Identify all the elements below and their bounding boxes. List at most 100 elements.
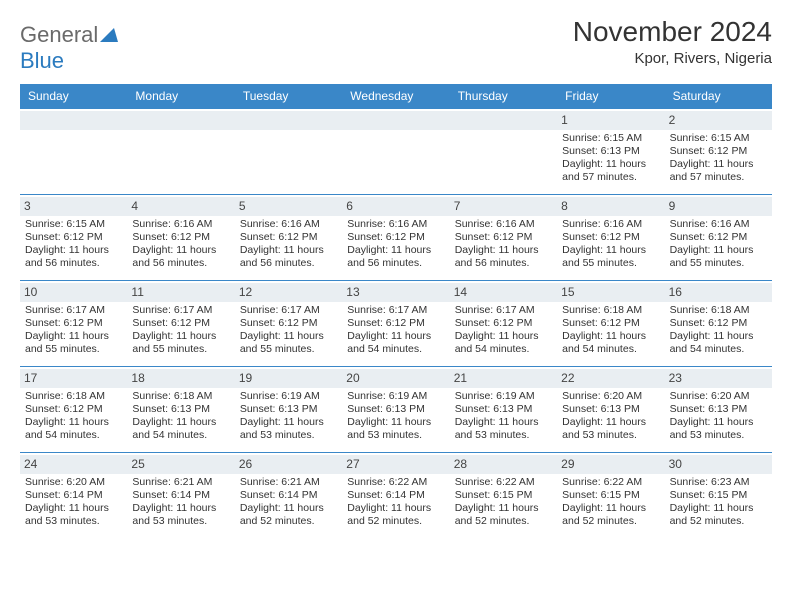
day-number: 2 — [665, 111, 772, 130]
day-info: Sunrise: 6:22 AMSunset: 6:14 PMDaylight:… — [346, 476, 445, 529]
day-info: Sunrise: 6:15 AMSunset: 6:12 PMDaylight:… — [24, 218, 123, 271]
sunrise-line: Sunrise: 6:17 AM — [25, 304, 122, 317]
sunset-line: Sunset: 6:12 PM — [240, 317, 337, 330]
calendar-cell: 8Sunrise: 6:16 AMSunset: 6:12 PMDaylight… — [557, 194, 664, 280]
calendar-cell: 29 Sunrise: 6:22 AMSunset: 6:15 PMDayligh… — [557, 452, 664, 538]
calendar-cell: 1Sunrise: 6:15 AMSunset: 6:13 PMDaylight… — [557, 108, 664, 194]
sunset-line: Sunset: 6:12 PM — [25, 231, 122, 244]
day-number: 7 — [450, 197, 557, 216]
sunrise-line: Sunrise: 6:20 AM — [25, 476, 122, 489]
sunrise-line: Sunrise: 6:22 AM — [455, 476, 552, 489]
day-info: Sunrise: 6:17 AMSunset: 6:12 PMDaylight:… — [346, 304, 445, 357]
calendar-cell: 7Sunrise: 6:16 AMSunset: 6:12 PMDaylight… — [450, 194, 557, 280]
daylight-line: Daylight: 11 hours and 55 minutes. — [670, 244, 767, 270]
sunrise-line: Sunrise: 6:16 AM — [132, 218, 229, 231]
calendar-cell: 20Sunrise: 6:19 AMSunset: 6:13 PMDayligh… — [342, 366, 449, 452]
calendar-body: 1Sunrise: 6:15 AMSunset: 6:13 PMDaylight… — [20, 108, 772, 538]
calendar-cell-empty — [342, 108, 449, 194]
sunset-line: Sunset: 6:12 PM — [132, 317, 229, 330]
calendar-page: GeneralBlue November 2024 Kpor, Rivers, … — [0, 0, 792, 548]
day-info: Sunrise: 6:21 AMSunset: 6:14 PMDaylight:… — [239, 476, 338, 529]
weekday-header: Friday — [557, 84, 664, 108]
daylight-line: Daylight: 11 hours and 54 minutes. — [455, 330, 552, 356]
day-number: 18 — [127, 369, 234, 388]
day-number-empty — [235, 111, 342, 130]
calendar-cell-empty — [20, 108, 127, 194]
sunset-line: Sunset: 6:12 PM — [347, 317, 444, 330]
daylight-line: Daylight: 11 hours and 52 minutes. — [240, 502, 337, 528]
daylight-line: Daylight: 11 hours and 56 minutes. — [25, 244, 122, 270]
day-number: 4 — [127, 197, 234, 216]
day-number: 11 — [127, 283, 234, 302]
calendar-cell: 2Sunrise: 6:15 AMSunset: 6:12 PMDaylight… — [665, 108, 772, 194]
calendar-cell: 3Sunrise: 6:15 AMSunset: 6:12 PMDaylight… — [20, 194, 127, 280]
sunset-line: Sunset: 6:14 PM — [240, 489, 337, 502]
sunrise-line: Sunrise: 6:20 AM — [670, 390, 767, 403]
day-info: Sunrise: 6:16 AMSunset: 6:12 PMDaylight:… — [669, 218, 768, 271]
day-info: Sunrise: 6:22 AMSunset: 6:15 PMDaylight:… — [561, 476, 660, 529]
day-info: Sunrise: 6:18 AMSunset: 6:13 PMDaylight:… — [131, 390, 230, 443]
day-info: Sunrise: 6:15 AMSunset: 6:13 PMDaylight:… — [561, 132, 660, 185]
sunset-line: Sunset: 6:13 PM — [455, 403, 552, 416]
day-info: Sunrise: 6:20 AMSunset: 6:13 PMDaylight:… — [669, 390, 768, 443]
sunrise-line: Sunrise: 6:16 AM — [670, 218, 767, 231]
day-number: 29 — [557, 455, 664, 474]
day-info: Sunrise: 6:22 AMSunset: 6:15 PMDaylight:… — [454, 476, 553, 529]
sunrise-line: Sunrise: 6:22 AM — [562, 476, 659, 489]
calendar-cell: 4 Sunrise: 6:16 AMSunset: 6:12 PMDaylight… — [127, 194, 234, 280]
day-number: 8 — [557, 197, 664, 216]
weekday-header: Monday — [127, 84, 234, 108]
day-number: 20 — [342, 369, 449, 388]
calendar-header-row: SundayMondayTuesdayWednesdayThursdayFrid… — [20, 84, 772, 108]
title-block: November 2024 Kpor, Rivers, Nigeria — [573, 16, 772, 67]
sunset-line: Sunset: 6:12 PM — [132, 231, 229, 244]
daylight-line: Daylight: 11 hours and 53 minutes. — [132, 502, 229, 528]
weekday-header: Wednesday — [342, 84, 449, 108]
sunset-line: Sunset: 6:14 PM — [347, 489, 444, 502]
weekday-header: Tuesday — [235, 84, 342, 108]
daylight-line: Daylight: 11 hours and 55 minutes. — [132, 330, 229, 356]
day-number: 26 — [235, 455, 342, 474]
logo: GeneralBlue — [20, 16, 118, 74]
day-number: 21 — [450, 369, 557, 388]
day-number: 28 — [450, 455, 557, 474]
logo-text-blue: Blue — [20, 48, 64, 73]
sunset-line: Sunset: 6:14 PM — [25, 489, 122, 502]
sunrise-line: Sunrise: 6:23 AM — [670, 476, 767, 489]
day-number-empty — [127, 111, 234, 130]
daylight-line: Daylight: 11 hours and 56 minutes. — [240, 244, 337, 270]
sunset-line: Sunset: 6:15 PM — [670, 489, 767, 502]
weekday-header: Saturday — [665, 84, 772, 108]
logo-text: GeneralBlue — [20, 22, 118, 74]
day-number: 23 — [665, 369, 772, 388]
day-info: Sunrise: 6:16 AMSunset: 6:12 PMDaylight:… — [239, 218, 338, 271]
calendar-cell: 24Sunrise: 6:20 AMSunset: 6:14 PMDayligh… — [20, 452, 127, 538]
daylight-line: Daylight: 11 hours and 55 minutes. — [562, 244, 659, 270]
day-info: Sunrise: 6:18 AMSunset: 6:12 PMDaylight:… — [561, 304, 660, 357]
calendar-cell-empty — [235, 108, 342, 194]
daylight-line: Daylight: 11 hours and 54 minutes. — [562, 330, 659, 356]
calendar-cell: 19Sunrise: 6:19 AMSunset: 6:13 PMDayligh… — [235, 366, 342, 452]
day-info: Sunrise: 6:23 AMSunset: 6:15 PMDaylight:… — [669, 476, 768, 529]
sunrise-line: Sunrise: 6:21 AM — [132, 476, 229, 489]
day-info: Sunrise: 6:16 AMSunset: 6:12 PMDaylight:… — [346, 218, 445, 271]
day-number: 19 — [235, 369, 342, 388]
day-info: Sunrise: 6:17 AMSunset: 6:12 PMDaylight:… — [239, 304, 338, 357]
day-number: 14 — [450, 283, 557, 302]
daylight-line: Daylight: 11 hours and 56 minutes. — [132, 244, 229, 270]
calendar-cell: 13 Sunrise: 6:17 AMSunset: 6:12 PMDayligh… — [342, 280, 449, 366]
day-number: 13 — [342, 283, 449, 302]
sunrise-line: Sunrise: 6:18 AM — [670, 304, 767, 317]
calendar-cell-empty — [127, 108, 234, 194]
sunrise-line: Sunrise: 6:18 AM — [562, 304, 659, 317]
day-number: 15 — [557, 283, 664, 302]
sunset-line: Sunset: 6:12 PM — [562, 231, 659, 244]
sunrise-line: Sunrise: 6:15 AM — [25, 218, 122, 231]
sunrise-line: Sunrise: 6:19 AM — [455, 390, 552, 403]
day-info: Sunrise: 6:16 AMSunset: 6:12 PMDaylight:… — [131, 218, 230, 271]
calendar-cell-empty — [450, 108, 557, 194]
daylight-line: Daylight: 11 hours and 52 minutes. — [670, 502, 767, 528]
daylight-line: Daylight: 11 hours and 53 minutes. — [455, 416, 552, 442]
day-number: 5 — [235, 197, 342, 216]
sunset-line: Sunset: 6:13 PM — [562, 403, 659, 416]
